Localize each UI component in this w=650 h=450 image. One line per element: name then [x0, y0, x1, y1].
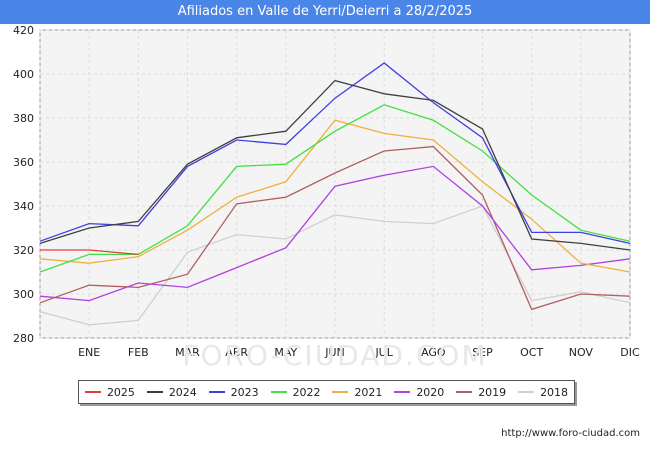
- x-tick-label: MAY: [274, 346, 297, 359]
- legend-label: 2019: [478, 385, 507, 399]
- x-tick-label: DIC: [620, 346, 640, 359]
- legend-swatch: [208, 391, 225, 393]
- legend-label: 2024: [168, 385, 197, 399]
- plot-area: [39, 29, 631, 339]
- x-tick-label: NOV: [569, 346, 594, 359]
- y-tick-label: 420: [13, 24, 34, 37]
- x-tick-label: AGO: [421, 346, 446, 359]
- series-line-2024: [39, 79, 631, 251]
- x-tick-label: JUL: [374, 346, 393, 359]
- legend-item-2021: 2021: [332, 386, 382, 399]
- series-line-2023: [39, 62, 631, 245]
- legend-label: 2018: [540, 385, 569, 399]
- legend-swatch: [270, 391, 287, 393]
- legend-item-2024: 2024: [146, 385, 197, 399]
- series-line-2021: [39, 119, 631, 273]
- watermark: FORO-CIUDAD.COM: [182, 339, 487, 372]
- x-tick-label: MAR: [175, 346, 200, 359]
- legend-swatch: [456, 391, 473, 393]
- legend-item-2019: 2019: [456, 386, 506, 399]
- legend-item-2023: 2023: [208, 385, 259, 399]
- series-line-2025: [40, 249, 139, 256]
- y-tick-label: 400: [13, 68, 34, 81]
- y-tick-label: 280: [13, 332, 34, 345]
- x-tick-label: FEB: [128, 346, 149, 359]
- chart-title: Afiliados en Valle de Yerri/Deierri a 28…: [0, 0, 650, 24]
- y-tick-label: 300: [13, 288, 34, 301]
- legend-swatch: [518, 391, 535, 393]
- legend-label: 2023: [230, 385, 259, 399]
- legend-item-2020: 2020: [394, 386, 444, 399]
- x-tick-label: ABR: [225, 346, 248, 359]
- y-tick-label: 360: [13, 156, 34, 169]
- y-tick-label: 320: [13, 244, 34, 257]
- legend-label: 2020: [416, 385, 445, 399]
- legend-label: 2025: [106, 385, 135, 399]
- y-tick-label: 340: [13, 200, 34, 213]
- legend-swatch: [394, 391, 411, 393]
- legend-label: 2021: [354, 385, 383, 399]
- x-tick-label: ENE: [78, 346, 100, 359]
- legend-item-2022: 2022: [270, 385, 321, 399]
- legend-swatch: [84, 391, 101, 393]
- x-tick-label: OCT: [520, 346, 543, 359]
- x-tick-label: JUN: [324, 346, 345, 359]
- legend-swatch: [146, 391, 163, 393]
- x-tick-label: SEP: [472, 346, 493, 359]
- legend-swatch: [332, 391, 349, 393]
- legend-label: 2022: [292, 385, 321, 399]
- chart-legend: 2025 2024 2023 2022 2021 2020 2019 2018: [78, 380, 575, 404]
- y-tick-label: 380: [13, 112, 34, 125]
- legend-item-2025: 2025: [84, 385, 135, 399]
- series-line-2018: [39, 205, 631, 326]
- source-link[interactable]: http://www.foro-ciudad.com: [501, 428, 640, 439]
- series-line-2019: [39, 145, 631, 311]
- series-line-2020: [39, 165, 631, 302]
- legend-item-2018: 2018: [518, 386, 568, 399]
